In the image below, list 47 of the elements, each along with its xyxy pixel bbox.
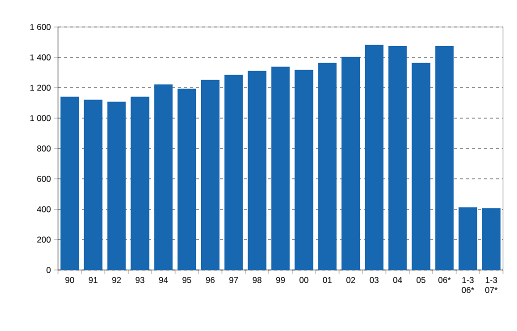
bar: [200, 80, 220, 270]
y-tick-label: 1 400: [30, 54, 51, 60]
bar: [412, 62, 430, 270]
x-tick-label: 01: [322, 277, 332, 284]
bar: [248, 70, 266, 270]
y-tick-label: 800: [37, 145, 51, 152]
x-tick-label: 95: [182, 277, 192, 284]
x-tick-label: 03: [370, 277, 379, 284]
x-tick-label: 90: [65, 277, 74, 284]
x-tick-label: 93: [136, 277, 144, 284]
bar: [364, 44, 384, 270]
bar: [388, 46, 407, 270]
bar: [60, 96, 79, 270]
x-tick-label: 91: [88, 277, 98, 284]
x-tick-label: 04: [393, 277, 402, 284]
bar: [294, 70, 314, 270]
y-tick-label: 1 200: [30, 84, 51, 91]
y-tick-label: 0: [46, 266, 51, 273]
x-tick-label: 92: [112, 277, 121, 284]
x-tick-label: 05: [416, 277, 426, 284]
bar: [130, 96, 150, 270]
x-tick-label: 97: [229, 277, 238, 284]
y-tick-label: 400: [36, 206, 51, 212]
x-tick-label: 1-3 07*: [485, 277, 498, 294]
x-tick-label: 00: [300, 277, 308, 284]
y-tick-label: 1 600: [30, 24, 51, 30]
y-tick-label: 600: [37, 176, 51, 182]
y-tick-label: 1 000: [30, 115, 51, 122]
bar: [435, 46, 454, 270]
bar: [84, 100, 102, 270]
x-tick-label: 1-3 06*: [462, 277, 474, 294]
x-tick-label: 99: [276, 277, 285, 284]
x-tick-label: 94: [159, 277, 168, 284]
bar: [107, 102, 126, 270]
bar: [318, 62, 337, 270]
x-tick-label: 96: [206, 277, 215, 284]
bar: [178, 88, 196, 270]
bar: [342, 56, 360, 270]
x-tick-label: 06*: [438, 277, 451, 284]
x-tick-label: 02: [346, 277, 356, 284]
y-tick-label: 200: [37, 236, 51, 243]
bar: [224, 74, 243, 270]
bar: [482, 208, 501, 270]
x-tick-label: 98: [252, 277, 262, 284]
bar: [154, 84, 173, 270]
bar: [458, 207, 478, 270]
bar: [271, 66, 290, 270]
